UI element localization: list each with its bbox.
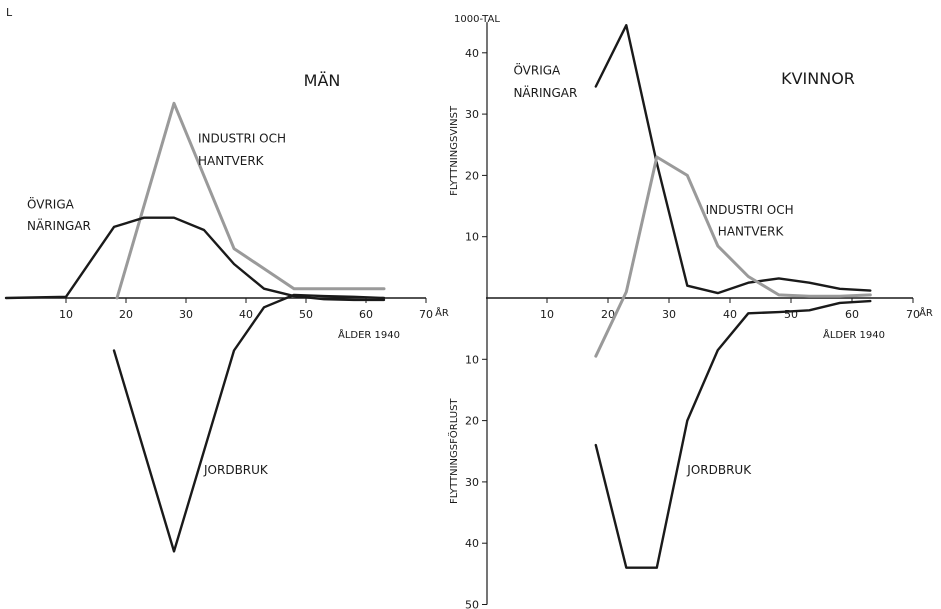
label-industri-line2: HANTVERK (198, 154, 265, 168)
chart-title: MÄN (304, 71, 341, 90)
corner-mark: L (6, 6, 13, 19)
x-tick-label: 20 (601, 308, 615, 321)
label-ovriga: ÖVRIGA (27, 195, 75, 211)
chart-men: 10 20 30 40 50 60 70 ÅR ÅLDER 1940 MÄN INDUSTRI OC… (4, 71, 449, 553)
y-tick-label: 40 (465, 47, 479, 60)
x-unit-label: ÅR (919, 306, 933, 319)
series-line-övriga-näringar (4, 216, 386, 302)
y-tick-label: 10 (465, 353, 479, 366)
x-tick-label: 30 (179, 308, 193, 321)
y-tick-label: 50 (465, 599, 479, 609)
label-industri-line2: HANTVERK (718, 224, 785, 238)
series-line-jordbruk (594, 299, 872, 569)
label-jordbruk: JORDBRUK (686, 463, 752, 477)
label-ovriga: ÖVRIGA (513, 61, 561, 77)
x-tick-label: 40 (723, 308, 737, 321)
label-jordbruk: JORDBRUK (203, 463, 269, 477)
label-ovriga-line2: NÄRINGAR (513, 85, 577, 100)
x-axis-title: ÅLDER 1940 (338, 328, 400, 341)
label-ovriga-line2: NÄRINGAR (27, 218, 91, 233)
y-label-gain: FLYTTNINGSVINST (449, 105, 460, 196)
x-tick-label: 60 (359, 308, 373, 321)
chart-title: KVINNOR (781, 69, 855, 88)
y-tick-label: 40 (465, 537, 479, 550)
series-line-övriga-näringar (594, 24, 872, 295)
series-line-jordbruk (112, 293, 386, 553)
x-tick-label: 10 (59, 308, 73, 321)
x-tick-label: 40 (239, 308, 253, 321)
x-tick-label: 70 (419, 308, 433, 321)
label-industri: INDUSTRI OCH (198, 131, 286, 145)
y-tick-label: 20 (465, 415, 479, 428)
series-line-industri-och-hantverk (115, 101, 386, 300)
y-tick-label: 20 (465, 169, 479, 182)
x-tick-label: 20 (119, 308, 133, 321)
y-unit-label: 1000-TAL (454, 14, 500, 25)
y-tick-label: 30 (465, 476, 479, 489)
x-unit-label: ÅR (435, 306, 449, 319)
x-tick-label: 10 (540, 308, 554, 321)
x-axis-title: ÅLDER 1940 (823, 328, 885, 341)
label-industri: INDUSTRI OCH (706, 203, 794, 217)
x-tick-label: 30 (662, 308, 676, 321)
x-tick-label: 70 (906, 308, 920, 321)
chart-women: 10 20 30 40 50 60 70 ÅR ÅLDER 1940 KVINNOR 10 20 30 4… (447, 14, 933, 609)
series-line-industri-och-hantverk (594, 155, 872, 358)
y-tick-label: 30 (465, 108, 479, 121)
y-tick-label: 10 (465, 231, 479, 244)
x-tick-label: 60 (845, 308, 859, 321)
x-tick-label: 50 (299, 308, 313, 321)
y-label-loss: FLYTTNINGSFÖRLUST (447, 398, 460, 504)
